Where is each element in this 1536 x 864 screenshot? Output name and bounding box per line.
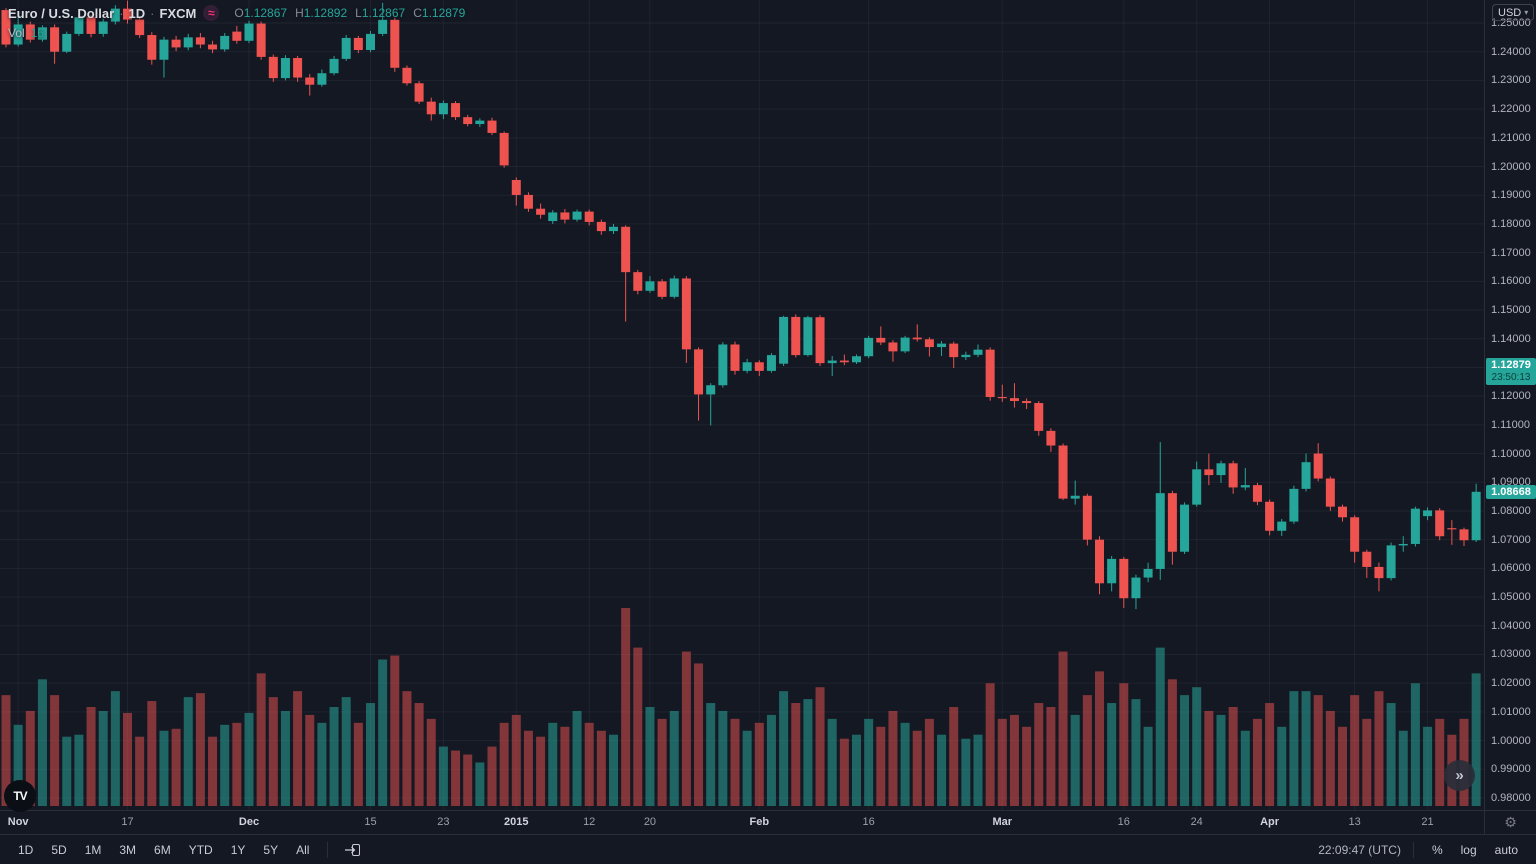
time-tick-label: Mar: [992, 816, 1013, 828]
time-tick-label: 20: [643, 816, 657, 828]
gear-icon[interactable]: ⚙: [1504, 814, 1517, 831]
volume-series: [1, 608, 1481, 806]
low-label: L: [355, 6, 362, 20]
price-tick-label: 1.05000: [1491, 591, 1531, 604]
time-tick-label: 24: [1190, 816, 1203, 828]
open-label: O: [234, 6, 244, 20]
price-tick-label: 1.14000: [1491, 332, 1531, 345]
time-tick-label: 16: [1117, 816, 1130, 828]
price-tick-label: 1.24000: [1491, 45, 1531, 58]
symbol-title[interactable]: Euro / U.S. Dollar: [8, 5, 115, 21]
range-button-ytd[interactable]: YTD: [181, 840, 221, 860]
last-bar-price-tag: 1.08668: [1486, 485, 1536, 499]
volume-indicator-label[interactable]: Vol: [8, 26, 25, 40]
currency-label: USD: [1498, 6, 1522, 19]
range-button-5d[interactable]: 5D: [43, 840, 74, 860]
price-tick-label: 0.98000: [1491, 792, 1531, 804]
percent-scale-button[interactable]: %: [1424, 840, 1451, 860]
legend-separator: ·: [119, 5, 124, 21]
price-tick-label: 1.10000: [1491, 447, 1531, 460]
range-button-5y[interactable]: 5Y: [255, 840, 286, 860]
time-tick-label: 23: [437, 816, 450, 828]
ohlc-values: O1.12867 H1.12892 L1.12867 C1.12879: [234, 6, 465, 20]
time-tick-label: 21: [1421, 816, 1434, 828]
range-button-1m[interactable]: 1M: [77, 840, 110, 860]
time-tick-label: Dec: [238, 816, 260, 828]
toolbar-divider: [327, 841, 329, 858]
close-label: C: [413, 6, 422, 20]
low-value: 1.12867: [361, 6, 406, 20]
tradingview-logo[interactable]: TV: [4, 780, 36, 812]
range-button-1y[interactable]: 1Y: [223, 840, 254, 860]
open-value: 1.12867: [243, 6, 288, 20]
log-scale-button[interactable]: log: [1453, 840, 1485, 860]
grid-lines: [0, 0, 1484, 810]
auto-scale-button[interactable]: auto: [1487, 840, 1526, 860]
price-tick-label: 1.06000: [1491, 562, 1531, 575]
current-price-tag: 1.12879 23:50:13: [1486, 358, 1536, 385]
price-tick-label: 1.18000: [1491, 217, 1531, 230]
chart-pane[interactable]: Euro / U.S. Dollar · 1D · FXCM ≈ O1.1286…: [0, 0, 1484, 812]
delayed-data-icon[interactable]: ≈: [203, 5, 220, 21]
candlestick-series: [1, 0, 1481, 610]
toolbar-divider: [1412, 841, 1414, 858]
close-value: 1.12879: [421, 6, 466, 20]
time-tick-label: 17: [121, 816, 134, 828]
legend-separator: ·: [150, 5, 155, 21]
price-axis[interactable]: USD ▾ 1.25000 1.24000 1.23000 1.22000 1.2100…: [1484, 0, 1536, 810]
scroll-to-latest-button[interactable]: »: [1444, 760, 1475, 791]
candlestick-chart: [0, 0, 1484, 810]
interval-label[interactable]: 1D: [128, 5, 146, 21]
current-price-value: 1.12879: [1491, 359, 1531, 371]
last-bar-price-value: 1.08668: [1491, 486, 1531, 498]
volume-indicator-value: 16: [30, 26, 45, 40]
price-tick-label: 1.23000: [1491, 74, 1531, 87]
time-tick-label: 16: [862, 816, 875, 828]
price-tick-label: 0.99000: [1491, 763, 1531, 776]
price-tick-label: 1.07000: [1491, 533, 1531, 546]
bottom-toolbar: 1D 5D 1M 3M 6M YTD 1Y 5Y All 22:09:47 (UTC) % lo…: [0, 834, 1536, 864]
price-tick-label: 1.19000: [1491, 189, 1531, 202]
time-tick-label: Feb: [749, 816, 770, 828]
price-tick-label: 1.08000: [1491, 504, 1531, 517]
go-to-date-icon[interactable]: [338, 841, 367, 859]
price-tick-label: 1.20000: [1491, 160, 1531, 173]
time-tick-label: 15: [364, 816, 377, 828]
high-label: H: [295, 6, 304, 20]
time-tick-label: Nov: [7, 816, 29, 828]
session-clock[interactable]: 22:09:47 (UTC): [1318, 842, 1401, 857]
range-button-1d[interactable]: 1D: [10, 840, 41, 860]
toolbar-right: 22:09:47 (UTC) % log auto: [1318, 840, 1526, 860]
price-tick-label: 1.04000: [1491, 619, 1531, 632]
exchange-label[interactable]: FXCM: [159, 5, 197, 21]
currency-selector-button[interactable]: USD ▾: [1492, 4, 1535, 21]
price-tick-label: 1.12000: [1491, 390, 1531, 403]
time-axis[interactable]: Nov 17 Dec 15 23 2015 12 20 Feb 16 Mar 16 24 Apr 13 21: [0, 810, 1484, 834]
range-button-all[interactable]: All: [288, 840, 317, 860]
time-tick-label: 2015: [504, 816, 529, 828]
bar-countdown: 23:50:13: [1491, 372, 1531, 383]
price-tick-label: 1.11000: [1491, 418, 1530, 431]
price-tick-label: 1.01000: [1491, 705, 1531, 718]
date-range-buttons: 1D 5D 1M 3M 6M YTD 1Y 5Y All: [10, 840, 367, 860]
range-button-6m[interactable]: 6M: [146, 840, 179, 860]
price-tick-label: 1.17000: [1491, 246, 1531, 259]
range-button-3m[interactable]: 3M: [111, 840, 144, 860]
price-tick-label: 1.21000: [1491, 131, 1531, 144]
legend: Euro / U.S. Dollar · 1D · FXCM ≈ O1.1286…: [8, 5, 465, 40]
high-value: 1.12892: [303, 6, 348, 20]
time-tick-label: 12: [583, 816, 596, 828]
price-tick-label: 1.15000: [1491, 304, 1531, 317]
price-tick-label: 1.22000: [1491, 103, 1531, 116]
time-tick-label: 13: [1348, 816, 1361, 828]
price-tick-label: 1.02000: [1491, 677, 1531, 690]
chevron-down-icon: ▾: [1524, 8, 1529, 17]
axis-settings-corner: ⚙: [1484, 810, 1536, 834]
price-tick-label: 1.16000: [1491, 275, 1531, 288]
price-tick-label: 1.03000: [1491, 648, 1531, 661]
time-tick-label: Apr: [1260, 816, 1280, 828]
price-tick-label: 1.00000: [1491, 734, 1531, 747]
